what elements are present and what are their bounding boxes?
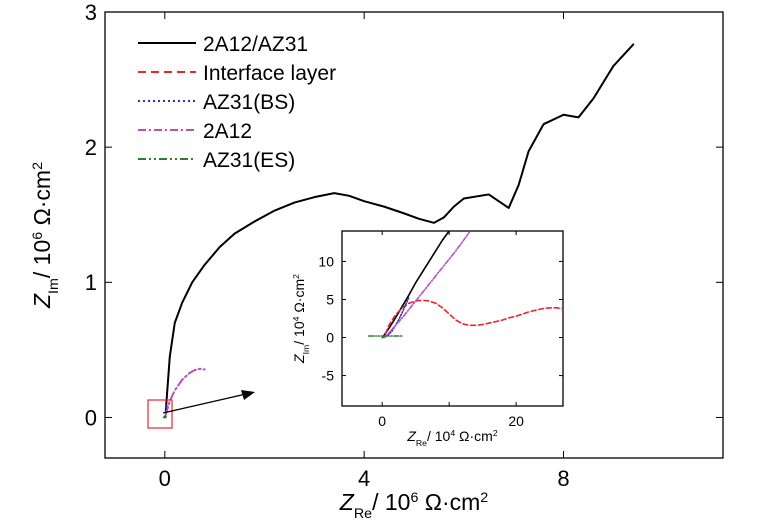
inset-ylabel-unit: Ω·cm (291, 279, 307, 317)
inset-ylabel: ZIm/ 104 Ω·cm2 (291, 274, 311, 364)
inset-xlabel-unit: Ω·cm (455, 428, 493, 444)
inset-ytick-label-1: 0 (326, 330, 334, 346)
zoom-annotation (147, 390, 255, 429)
legend-label-1: Interface layer (203, 62, 336, 85)
main-xtick-label-2: 8 (557, 466, 569, 491)
zoom-arrow-head (241, 390, 255, 400)
inset-frame (341, 230, 564, 407)
zoom-box (147, 399, 173, 429)
main-ylabel-var: Z (29, 293, 55, 309)
inset-xtick-label-0: 0 (378, 413, 386, 429)
main-xlabel-exp: 6 (410, 490, 418, 506)
main-ytick-label-3: 3 (85, 0, 97, 25)
inset-ytick-label-3: 10 (318, 253, 334, 269)
main-ylabel-unit-exp: 2 (30, 162, 46, 170)
main-xlabel-sub: Re (354, 506, 372, 522)
main-xlabel-unit-exp: 2 (480, 490, 488, 506)
legend-label-3: 2A12 (203, 120, 252, 143)
legend-label-0: 2A12/AZ31 (203, 33, 308, 56)
main-xlabel-unit: Ω·cm (418, 489, 480, 515)
inset-ylabel-var: Z (291, 354, 307, 364)
inset-ytick-label-0: -5 (322, 368, 335, 384)
inset-series-0 (382, 231, 450, 337)
inset-ylabel-exp: 4 (291, 316, 301, 321)
inset-series-group (367, 231, 563, 339)
inset-ylabel-sub: Im (301, 345, 311, 355)
main-ylabel-unit-prefix: / 10 (29, 240, 55, 278)
main-xlabel: ZRe/ 106 Ω·cm2 (339, 489, 489, 522)
legend-label-4: AZ31(ES) (203, 149, 295, 172)
inset-series-1 (384, 299, 563, 335)
main-ytick-label-2: 2 (85, 135, 97, 160)
inset-xlabel-unit-exp: 2 (493, 428, 498, 438)
main-ylabel-exp: 6 (30, 232, 46, 240)
inset-xlabel-exp: 4 (450, 428, 455, 438)
main-ytick-label-1: 1 (85, 270, 97, 295)
inset-series-3 (383, 231, 471, 339)
inset-xtick-label-2: 20 (508, 413, 524, 429)
main-xlabel-unit-prefix: / 10 (372, 489, 410, 515)
inset-ytick-label-2: 5 (326, 292, 334, 308)
main-ylabel-unit: Ω·cm (29, 170, 55, 232)
main-ylabel: ZIm/ 106 Ω·cm2 (29, 162, 62, 309)
inset-xlabel-sub: Re (416, 438, 427, 448)
inset-xlabel: ZRe/ 104 Ω·cm2 (406, 428, 498, 448)
main-ytick-label-0: 0 (85, 405, 97, 430)
legend-label-2: AZ31(BS) (203, 91, 295, 114)
inset-xlabel-unit-prefix: / 10 (427, 428, 451, 444)
main-xtick-label-0: 0 (159, 466, 171, 491)
inset-ylabel-unit-prefix: / 10 (291, 321, 307, 345)
main-xtick-label-1: 4 (358, 466, 370, 491)
legend: 2A12/AZ31 Interface layer AZ31(BS) 2A12 AZ31… (138, 33, 336, 172)
zoom-arrow-line (162, 393, 247, 414)
inset-ylabel-unit-exp: 2 (291, 274, 301, 279)
main-series-0 (164, 43, 635, 412)
inset-xlabel-var: Z (406, 428, 416, 444)
main-ylabel-sub: Im (46, 278, 62, 294)
main-xlabel-var: Z (339, 489, 355, 515)
